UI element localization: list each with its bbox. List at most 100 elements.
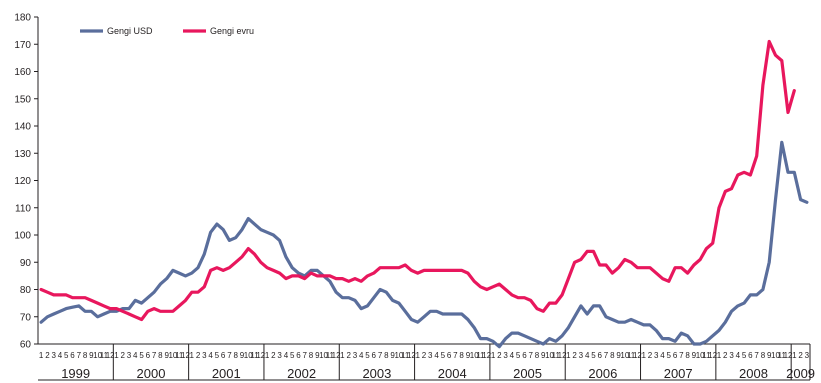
x-tick-month: 9 bbox=[692, 351, 697, 360]
x-tick-month: 2 bbox=[271, 351, 276, 360]
x-tick-year: 2006 bbox=[588, 366, 617, 381]
x-tick-year: 2007 bbox=[664, 366, 693, 381]
x-tick-month: 7 bbox=[152, 351, 157, 360]
x-tick-month: 11 bbox=[100, 351, 109, 360]
x-tick-month: 6 bbox=[221, 351, 226, 360]
x-tick-month: 1 bbox=[265, 351, 270, 360]
x-tick-month: 6 bbox=[522, 351, 527, 360]
x-tick-month: 7 bbox=[754, 351, 759, 360]
x-tick-month: 4 bbox=[585, 351, 590, 360]
y-tick-label: 100 bbox=[14, 231, 31, 242]
x-tick-month: 5 bbox=[441, 351, 446, 360]
x-tick-month: 12 bbox=[407, 351, 416, 360]
x-tick-month: 8 bbox=[309, 351, 314, 360]
x-tick-month: 4 bbox=[58, 351, 63, 360]
x-tick-month: 1 bbox=[190, 351, 195, 360]
x-tick-month: 11 bbox=[250, 351, 259, 360]
y-tick-label: 140 bbox=[14, 122, 31, 133]
x-tick-month: 2 bbox=[648, 351, 653, 360]
y-tick-label: 110 bbox=[15, 203, 31, 214]
x-tick-month: 9 bbox=[616, 351, 621, 360]
x-tick-month: 8 bbox=[535, 351, 540, 360]
x-tick-month: 4 bbox=[434, 351, 439, 360]
x-tick-month: 12 bbox=[708, 351, 717, 360]
x-tick-month: 3 bbox=[579, 351, 584, 360]
y-tick-label: 60 bbox=[20, 340, 32, 351]
x-tick-month: 6 bbox=[598, 351, 603, 360]
x-tick-month: 1 bbox=[114, 351, 119, 360]
x-tick-month: 11 bbox=[778, 351, 787, 360]
x-tick-month: 2 bbox=[45, 351, 50, 360]
y-tick-label: 170 bbox=[14, 40, 31, 51]
x-tick-month: 7 bbox=[378, 351, 383, 360]
series-line-eur bbox=[39, 39, 796, 322]
x-tick-month: 6 bbox=[146, 351, 151, 360]
x-tick-month: 11 bbox=[627, 351, 636, 360]
x-tick-month: 5 bbox=[139, 351, 144, 360]
x-tick-month: 6 bbox=[447, 351, 452, 360]
legend: Gengi USD Gengi evru bbox=[80, 26, 254, 36]
y-tick-label: 120 bbox=[14, 176, 31, 187]
x-tick-month: 12 bbox=[482, 351, 491, 360]
x-tick-month: 10 bbox=[771, 351, 780, 360]
x-tick-month: 12 bbox=[332, 351, 341, 360]
y-tick-label: 160 bbox=[14, 67, 31, 78]
x-tick-month: 10 bbox=[319, 351, 328, 360]
x-tick-month: 11 bbox=[702, 351, 711, 360]
x-tick-month: 4 bbox=[660, 351, 665, 360]
x-tick-month: 9 bbox=[541, 351, 546, 360]
x-tick-month: 9 bbox=[315, 351, 320, 360]
x-tick-month: 1 bbox=[792, 351, 797, 360]
x-tick-month: 8 bbox=[158, 351, 163, 360]
x-tick-month: 6 bbox=[70, 351, 75, 360]
x-tick-year: 2000 bbox=[137, 366, 166, 381]
x-tick-month: 1 bbox=[39, 351, 44, 360]
x-tick-month: 8 bbox=[83, 351, 88, 360]
x-tick-month: 10 bbox=[394, 351, 403, 360]
x-tick-month: 4 bbox=[736, 351, 741, 360]
x-tick-month: 7 bbox=[679, 351, 684, 360]
x-tick-month: 7 bbox=[528, 351, 533, 360]
x-tick-month: 8 bbox=[233, 351, 238, 360]
x-tick-month: 3 bbox=[654, 351, 659, 360]
x-tick-year: 1999 bbox=[61, 366, 90, 381]
x-tick-month: 5 bbox=[591, 351, 596, 360]
x-tick-month: 12 bbox=[181, 351, 190, 360]
x-tick-month: 5 bbox=[742, 351, 747, 360]
x-tick-month: 3 bbox=[353, 351, 358, 360]
x-tick-month: 4 bbox=[133, 351, 138, 360]
x-tick-month: 5 bbox=[64, 351, 69, 360]
x-tick-month: 6 bbox=[748, 351, 753, 360]
x-tick-month: 1 bbox=[415, 351, 420, 360]
x-tick-month: 2 bbox=[196, 351, 201, 360]
x-tick-month: 8 bbox=[459, 351, 464, 360]
x-tick-month: 12 bbox=[633, 351, 642, 360]
series-line-usd bbox=[39, 140, 809, 349]
x-tick-month: 5 bbox=[516, 351, 521, 360]
y-tick-label: 70 bbox=[20, 312, 32, 323]
y-axis: 60 70 80 90 100 110 120 130 140 150 160 170 180 bbox=[14, 13, 39, 351]
x-tick-month: 10 bbox=[696, 351, 705, 360]
y-tick-label: 90 bbox=[20, 258, 32, 269]
x-tick-month: 2 bbox=[798, 351, 803, 360]
x-tick-month: 6 bbox=[673, 351, 678, 360]
x-tick-month: 3 bbox=[277, 351, 282, 360]
x-tick-year: 2001 bbox=[212, 366, 241, 381]
x-tick-year: 2002 bbox=[287, 366, 316, 381]
x-tick-month: 2 bbox=[422, 351, 427, 360]
x-tick-month: 3 bbox=[51, 351, 56, 360]
x-tick-month: 10 bbox=[168, 351, 177, 360]
x-tick-month: 9 bbox=[240, 351, 245, 360]
x-tick-month: 4 bbox=[284, 351, 289, 360]
x-tick-month: 7 bbox=[303, 351, 308, 360]
x-tick-year: 2008 bbox=[739, 366, 768, 381]
x-tick-month: 2 bbox=[723, 351, 728, 360]
x-tick-year: 2009 bbox=[786, 366, 815, 381]
x-tick-month: 11 bbox=[401, 351, 410, 360]
x-tick-month: 5 bbox=[365, 351, 370, 360]
x-tick-month: 6 bbox=[296, 351, 301, 360]
x-tick-month: 3 bbox=[805, 351, 810, 360]
x-tick-month: 12 bbox=[106, 351, 115, 360]
x-tick-month: 12 bbox=[784, 351, 793, 360]
